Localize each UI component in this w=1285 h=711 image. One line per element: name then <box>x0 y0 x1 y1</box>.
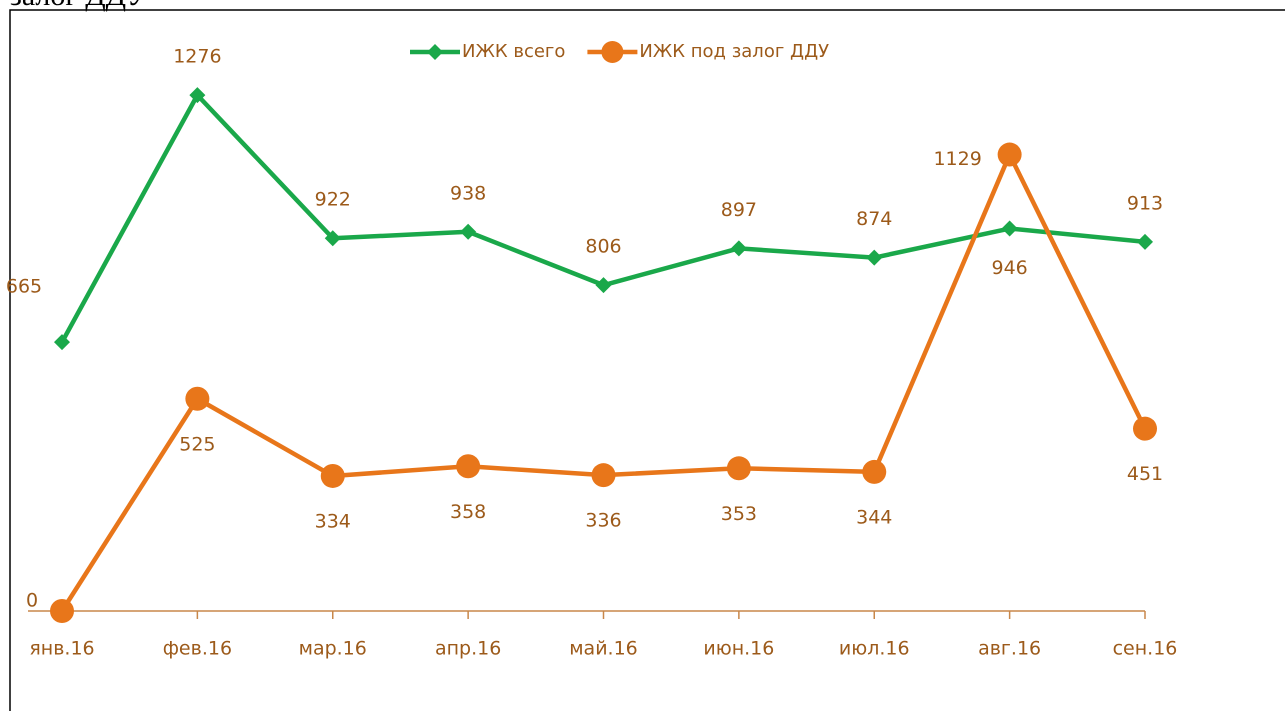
x-tick-label: июн.16 <box>703 638 774 660</box>
data-label: 451 <box>1127 463 1163 485</box>
data-label: 938 <box>450 182 486 204</box>
point <box>50 599 74 623</box>
x-tick-label: май.16 <box>569 638 638 660</box>
data-label: 344 <box>856 506 892 528</box>
x-tick-label: янв.16 <box>29 638 94 660</box>
data-label: 665 <box>6 276 42 298</box>
point <box>460 223 477 240</box>
data-label: 1276 <box>173 46 221 68</box>
data-label: 336 <box>585 510 621 532</box>
point <box>726 456 751 481</box>
legend-marker <box>427 44 443 60</box>
data-label: 525 <box>179 433 215 455</box>
point <box>324 230 341 247</box>
point <box>54 334 70 351</box>
data-label: 334 <box>315 510 351 532</box>
data-label: 874 <box>856 208 892 230</box>
data-label: 1129 <box>933 148 981 170</box>
point <box>997 142 1022 167</box>
point <box>595 277 612 294</box>
data-label: 0 <box>26 590 38 612</box>
legend-label: ИЖК всего <box>462 41 565 62</box>
x-tick-label: фев.16 <box>163 638 232 660</box>
data-label: 922 <box>315 189 351 211</box>
x-tick-label: апр.16 <box>435 638 501 660</box>
point <box>862 459 887 484</box>
point <box>1137 233 1153 250</box>
data-label: 806 <box>585 236 621 258</box>
data-label: 897 <box>721 199 757 221</box>
x-tick-label: авг.16 <box>978 638 1041 660</box>
point <box>320 463 345 488</box>
data-label: 946 <box>991 257 1027 279</box>
x-tick-label: мар.16 <box>299 638 367 660</box>
point <box>1001 220 1018 237</box>
point <box>866 249 883 266</box>
legend-marker <box>601 41 624 63</box>
data-label: 358 <box>450 501 486 523</box>
point <box>591 463 616 488</box>
legend-label: ИЖК под залог ДДУ <box>639 41 829 62</box>
point <box>456 454 481 479</box>
data-label: 913 <box>1127 192 1163 214</box>
x-tick-label: сен.16 <box>1113 638 1178 660</box>
point <box>185 386 210 411</box>
point <box>189 87 206 104</box>
chart-frame <box>9 9 1285 711</box>
x-tick-label: июл.16 <box>839 638 910 660</box>
point <box>1133 416 1157 441</box>
data-label: 353 <box>721 503 757 525</box>
chart-title: залог ДДУ <box>10 0 148 12</box>
point <box>730 240 747 257</box>
